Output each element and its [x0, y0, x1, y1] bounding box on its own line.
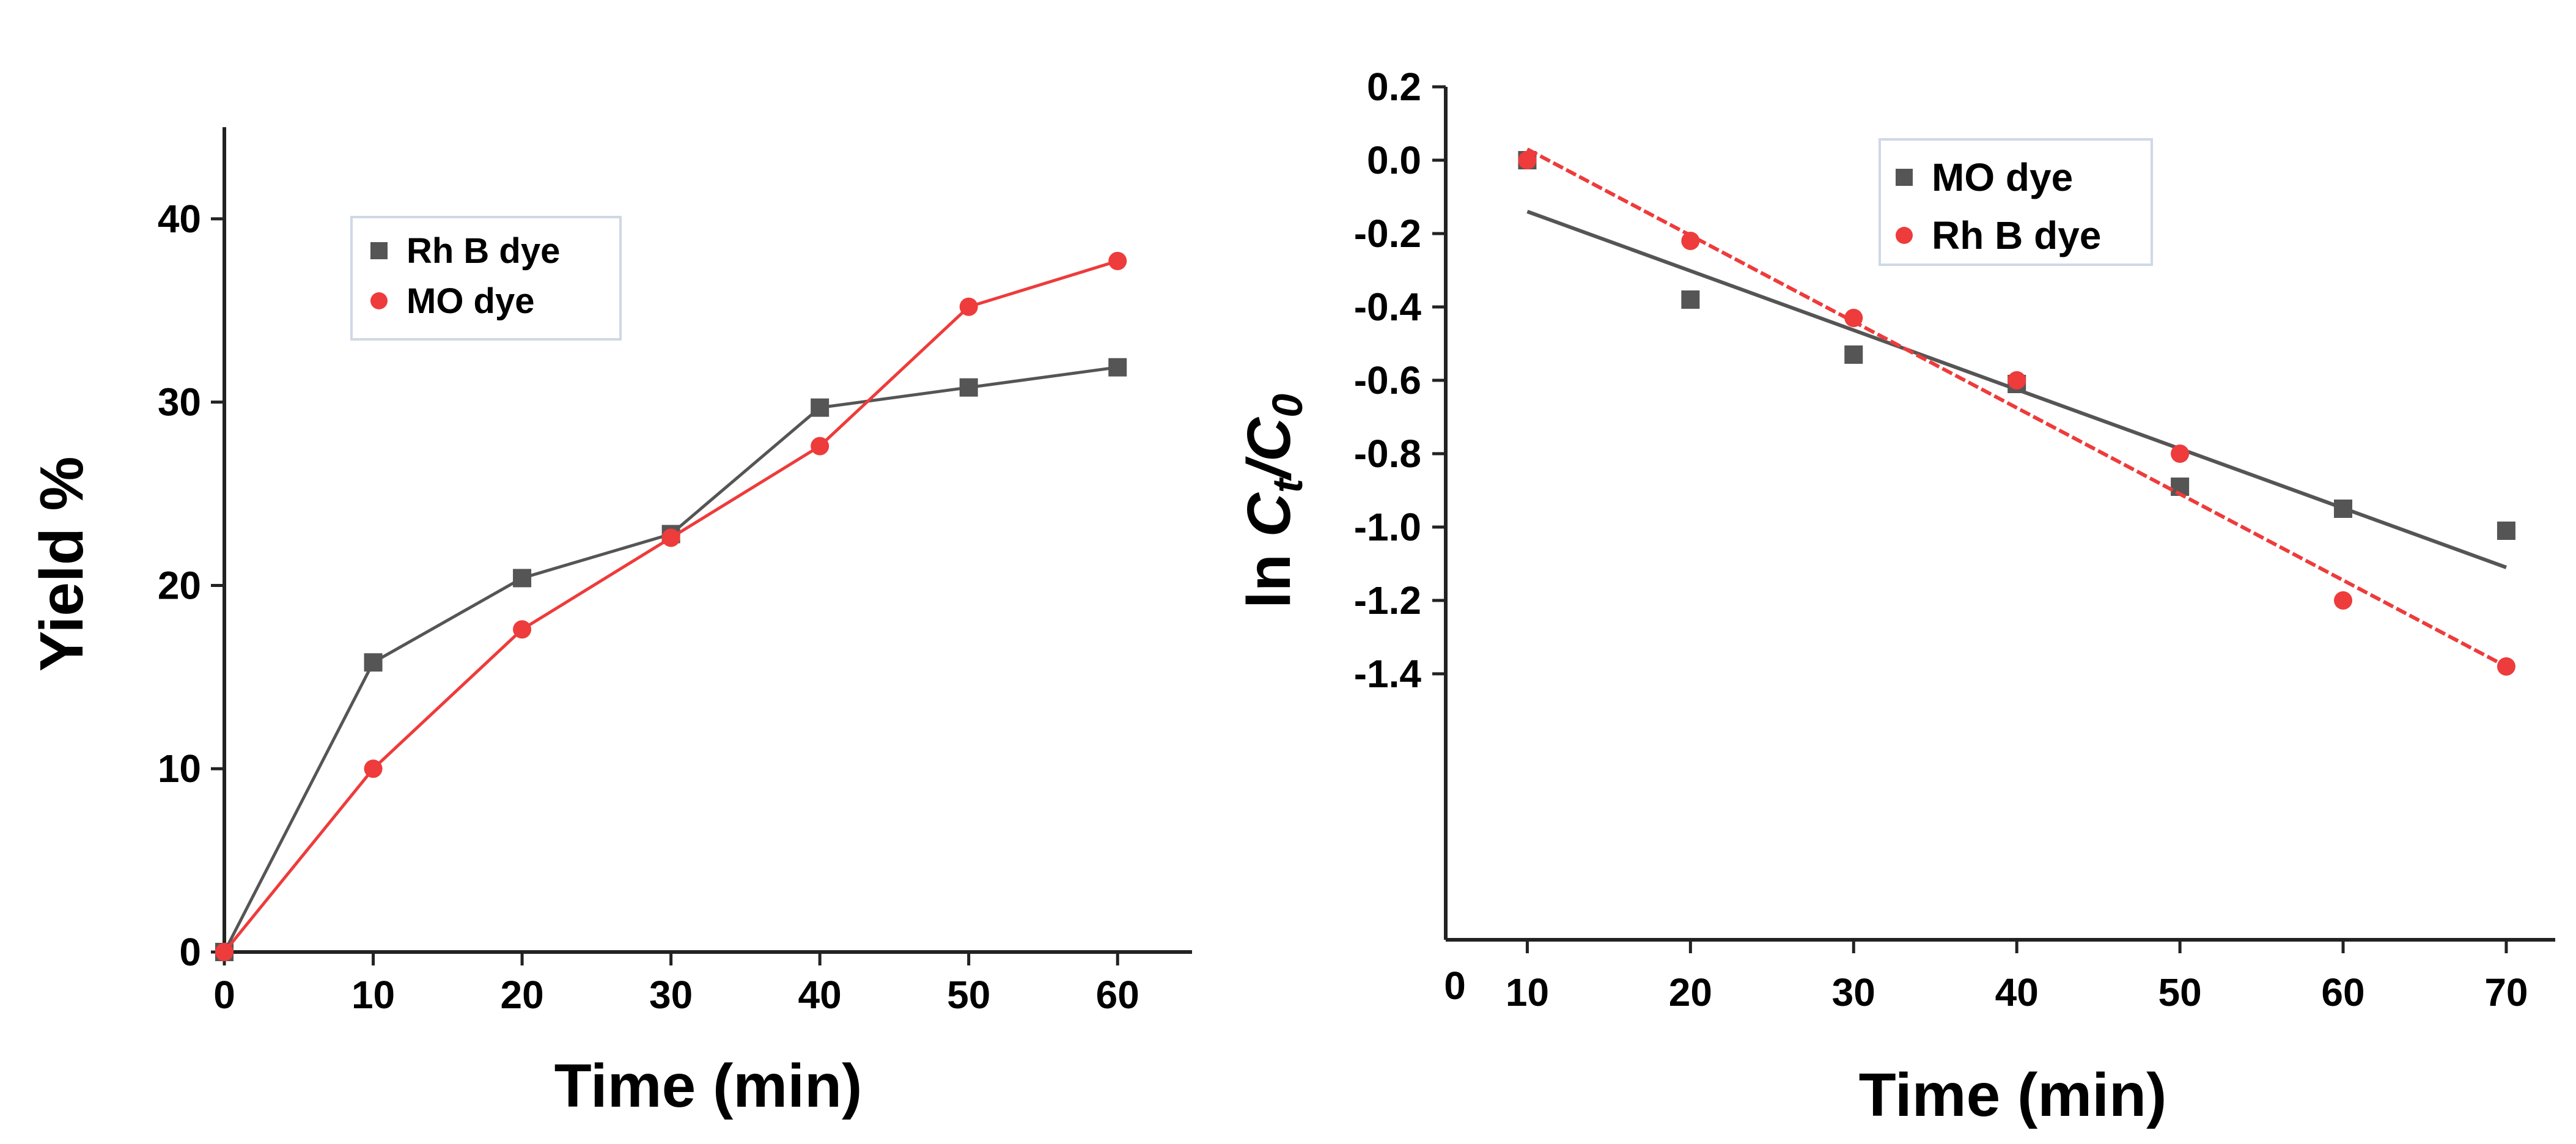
- y-tick-label: 20: [158, 563, 201, 607]
- y-tick-label: 10: [158, 747, 201, 791]
- x-tick-label: 20: [500, 973, 543, 1017]
- data-point: [661, 528, 680, 547]
- x-tick-label: 60: [1096, 973, 1139, 1017]
- x-tick-label: 30: [649, 973, 693, 1017]
- x-tick-label: 30: [1832, 970, 1875, 1014]
- data-point: [2334, 591, 2353, 610]
- data-point: [364, 759, 383, 778]
- y-tick-label: -0.2: [1354, 212, 1421, 256]
- legend-box: [350, 216, 622, 341]
- y-tick-label: -1.4: [1354, 652, 1422, 696]
- data-point: [1844, 345, 1863, 364]
- x-origin-label: 0: [1444, 964, 1466, 1008]
- x-tick-label: 20: [1669, 970, 1712, 1014]
- y-axis-title-sub1: t: [1264, 477, 1311, 493]
- data-point: [811, 398, 830, 417]
- x-tick-label: 10: [351, 973, 395, 1017]
- y-tick-label: -0.8: [1354, 432, 1421, 476]
- y-axis-title-mid: /C: [1235, 416, 1303, 481]
- chart-yield: 0 10 20 30 40 50 60 0 10 20 30 40 Time (min) Yield % R…: [28, 127, 1192, 1120]
- series-line-1: [223, 259, 1118, 953]
- legend-label: MO dye: [1932, 155, 2073, 199]
- x-tick-label: 40: [1995, 970, 2039, 1014]
- legend: Rh B dye MO dye: [350, 216, 622, 341]
- series-line-0: [223, 366, 1118, 953]
- data-point: [2007, 371, 2026, 389]
- y-tick-label: 0: [179, 930, 201, 974]
- data-point: [1518, 151, 1537, 169]
- x-tick-label: 40: [798, 973, 842, 1017]
- legend-label: Rh B dye: [407, 231, 560, 271]
- y-tick-label: 0.2: [1367, 65, 1421, 109]
- x-axis-title: Time (min): [1859, 1061, 2167, 1129]
- data-point: [1844, 309, 1863, 327]
- y-tick-label: -1.0: [1354, 505, 1421, 549]
- data-point: [215, 943, 234, 961]
- legend-marker: [1896, 169, 1913, 186]
- data-point: [1108, 251, 1127, 270]
- y-tick-label: -0.4: [1354, 285, 1422, 329]
- y-axis-title-c: C: [1235, 492, 1303, 537]
- data-point: [364, 653, 383, 672]
- y-tick-label: 40: [158, 197, 201, 241]
- y-axis-title-main: ln: [1235, 537, 1303, 608]
- data-point: [1681, 290, 1700, 309]
- legend-box: [1879, 138, 2153, 266]
- y-tick-label: 30: [158, 380, 201, 424]
- data-point: [811, 437, 830, 456]
- y-axis-title: Yield %: [28, 457, 96, 672]
- x-tick-label: 70: [2484, 970, 2528, 1014]
- legend-marker: [370, 242, 388, 259]
- data-point: [2497, 522, 2515, 540]
- y-tick-label: -1.2: [1354, 578, 1421, 622]
- data-point: [513, 569, 532, 588]
- x-tick-label: 0: [213, 973, 235, 1017]
- legend-marker: [1896, 227, 1913, 244]
- data-point: [959, 378, 978, 397]
- legend-label: MO dye: [407, 281, 535, 321]
- data-point: [2497, 657, 2515, 676]
- x-tick-label: 60: [2321, 970, 2364, 1014]
- data-point: [513, 620, 532, 639]
- legend: MO dye Rh B dye: [1879, 138, 2153, 266]
- x-tick-label: 50: [2158, 970, 2202, 1014]
- legend-label: Rh B dye: [1932, 213, 2101, 257]
- y-tick-label: 0.0: [1367, 138, 1421, 182]
- data-point: [1681, 232, 1700, 250]
- y-axis-title: ln Ct/C0: [1235, 394, 1311, 608]
- legend-marker: [370, 292, 388, 309]
- y-tick-label: -0.6: [1354, 358, 1421, 402]
- y-axis-title-sub2: 0: [1264, 394, 1311, 418]
- data-point: [1108, 358, 1127, 377]
- x-tick-label: 50: [947, 973, 990, 1017]
- data-point: [959, 297, 978, 316]
- x-axis-title: Time (min): [554, 1052, 863, 1120]
- x-tick-label: 10: [1506, 970, 1549, 1014]
- data-point: [2334, 500, 2353, 518]
- data-point: [2171, 445, 2190, 463]
- chart-kinetics: 10 20 30 40 50 60 70 0 0.2 0.0 -0.2 -0.4 -0.6 -0.8 -1.…: [1235, 65, 2555, 1129]
